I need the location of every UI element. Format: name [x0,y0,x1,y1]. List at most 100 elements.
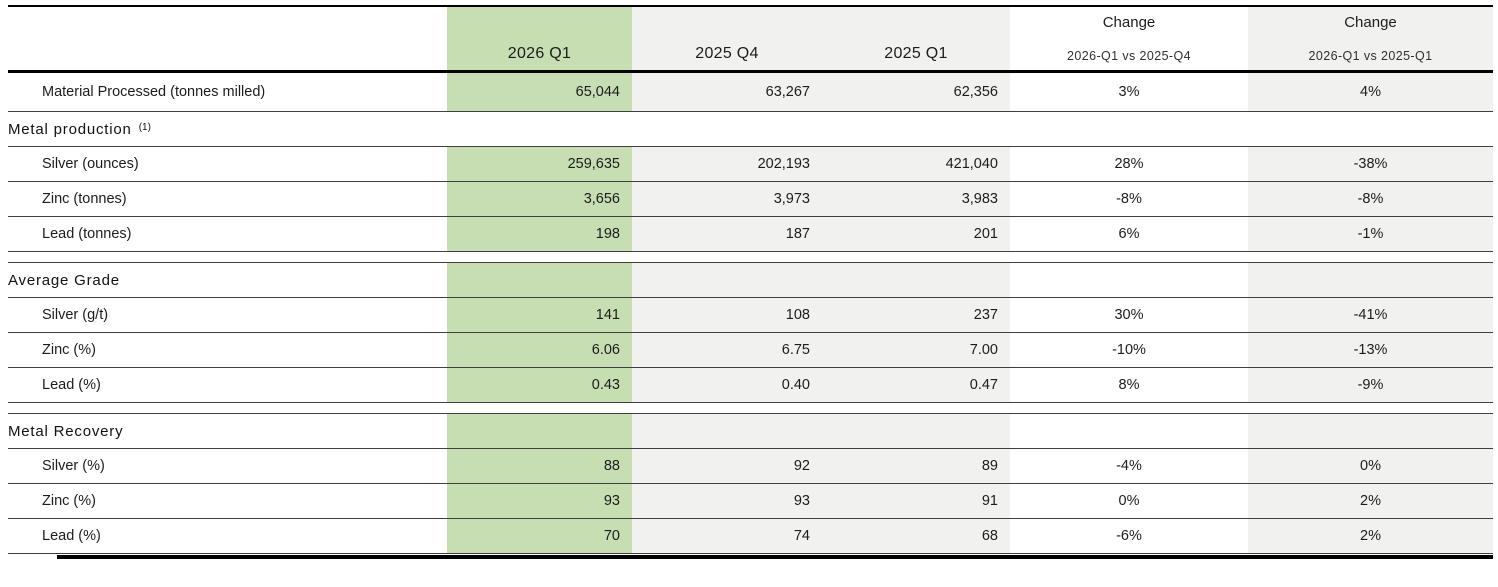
value-cell: -38% [1248,147,1493,181]
value-cell: 108 [632,298,822,332]
row-label: Silver (g/t) [42,307,109,323]
header-cell-2026-q1: 2026 Q1 [447,7,632,70]
header-cell-2025-q1: 2025 Q1 [822,7,1010,70]
section-header-label: Metal production (1) [8,120,151,138]
table-bottom-rule [57,555,1493,559]
value-cell: 259,635 [447,147,632,181]
row-label: Zinc (%) [42,342,96,358]
footnote-marker: (1) [138,121,151,133]
value-cell: 3,983 [822,182,1010,216]
value-cell: 65,044 [447,73,632,111]
value-cell: 30% [1114,307,1144,323]
value-cell: 91 [822,484,1010,518]
section-row-metal-production: Metal production (1) [8,112,1493,147]
value-cell [1010,112,1248,146]
value-cell: 2% [1248,484,1493,518]
value-cell: -9% [1248,368,1493,402]
change-header-label: Change [1344,14,1397,31]
value-cell [1248,414,1493,448]
value-cell: -13% [1248,333,1493,367]
row-label: Lead (tonnes) [42,226,132,242]
row-label: Material Processed (tonnes milled) [42,84,266,100]
value-cell: -8% [1248,182,1493,216]
table-header-row: 2026 Q1 2025 Q4 2025 Q1 Change 2026-Q1 v… [8,5,1493,73]
value-cell: 62,356 [822,73,1010,111]
section-header-label: Average Grade [8,271,120,289]
value-cell: 7.00 [822,333,1010,367]
value-cell [822,414,1010,448]
value-cell [1010,414,1248,448]
table-row-silver: Silver (%) 88 92 89 -4% 0% [8,449,1493,484]
value-cell: 202,193 [632,147,822,181]
value-cell: 141 [447,298,632,332]
value-cell: 88 [447,449,632,483]
value-cell [822,263,1010,297]
spacer-row [8,403,1493,414]
production-results-table: 2026 Q1 2025 Q4 2025 Q1 Change 2026-Q1 v… [8,5,1493,559]
value-cell: 93 [632,484,822,518]
value-cell [1248,112,1493,146]
value-cell: 0.43 [447,368,632,402]
table-row-material-processed-tonnes-milled: Material Processed (tonnes milled) 65,044… [8,73,1493,112]
value-cell: -1% [1248,217,1493,251]
change-subheader-vs-2025-q1: 2026-Q1 vs 2025-Q1 [1308,49,1433,63]
table-row-lead: Lead (%) 70 74 68 -6% 2% [8,519,1493,554]
value-cell: 93 [447,484,632,518]
value-cell: 2% [1248,519,1493,553]
value-cell: 0% [1118,493,1140,509]
value-cell: 68 [822,519,1010,553]
row-label: Zinc (tonnes) [42,191,127,207]
value-cell [447,112,632,146]
table-row-zinc: Zinc (%) 93 93 91 0% 2% [8,484,1493,519]
value-cell: 3% [1118,84,1140,100]
table-row-silver-g-t: Silver (g/t) 141 108 237 30% -41% [8,298,1493,333]
header-cell-2025-q4: 2025 Q4 [632,7,822,70]
column-header-2025-q1: 2025 Q1 [884,45,948,62]
table-row-lead-tonnes: Lead (tonnes) 198 187 201 6% -1% [8,217,1493,252]
value-cell: -6% [1116,528,1142,544]
table-row-zinc-tonnes: Zinc (tonnes) 3,656 3,973 3,983 -8% -8% [8,182,1493,217]
section-row-metal-recovery: Metal Recovery [8,414,1493,449]
value-cell: 421,040 [822,147,1010,181]
spacer-row [8,252,1493,263]
row-label: Zinc (%) [42,493,96,509]
value-cell [822,112,1010,146]
value-cell [447,263,632,297]
header-cell-change-vs-q1: Change 2026-Q1 vs 2025-Q1 [1248,7,1493,70]
value-cell: 0.40 [632,368,822,402]
row-label: Lead (%) [42,528,101,544]
value-cell: -8% [1116,191,1142,207]
value-cell: 92 [632,449,822,483]
value-cell: 3,656 [447,182,632,216]
value-cell: 6% [1118,226,1140,242]
value-cell: -10% [1112,342,1146,358]
value-cell: 89 [822,449,1010,483]
value-cell: 63,267 [632,73,822,111]
section-header-label: Metal Recovery [8,422,124,440]
value-cell: 28% [1114,156,1144,172]
value-cell [447,414,632,448]
table-row-lead: Lead (%) 0.43 0.40 0.47 8% -9% [8,368,1493,403]
value-cell: 198 [447,217,632,251]
value-cell: 8% [1118,377,1140,393]
table-row-zinc: Zinc (%) 6.06 6.75 7.00 -10% -13% [8,333,1493,368]
value-cell: 0.47 [822,368,1010,402]
value-cell [632,112,822,146]
row-label: Lead (%) [42,377,101,393]
section-row-average-grade: Average Grade [8,263,1493,298]
row-label: Silver (%) [42,458,105,474]
value-cell [632,414,822,448]
value-cell [1248,263,1493,297]
value-cell: 4% [1248,73,1493,111]
column-header-2026-q1: 2026 Q1 [507,45,572,62]
value-cell: 0% [1248,449,1493,483]
value-cell: 187 [632,217,822,251]
value-cell: -41% [1248,298,1493,332]
value-cell: 3,973 [632,182,822,216]
value-cell: 6.06 [447,333,632,367]
header-cell-empty [8,7,447,70]
value-cell: 74 [632,519,822,553]
value-cell: 70 [447,519,632,553]
column-header-2025-q4: 2025 Q4 [695,45,759,62]
value-cell: 6.75 [632,333,822,367]
